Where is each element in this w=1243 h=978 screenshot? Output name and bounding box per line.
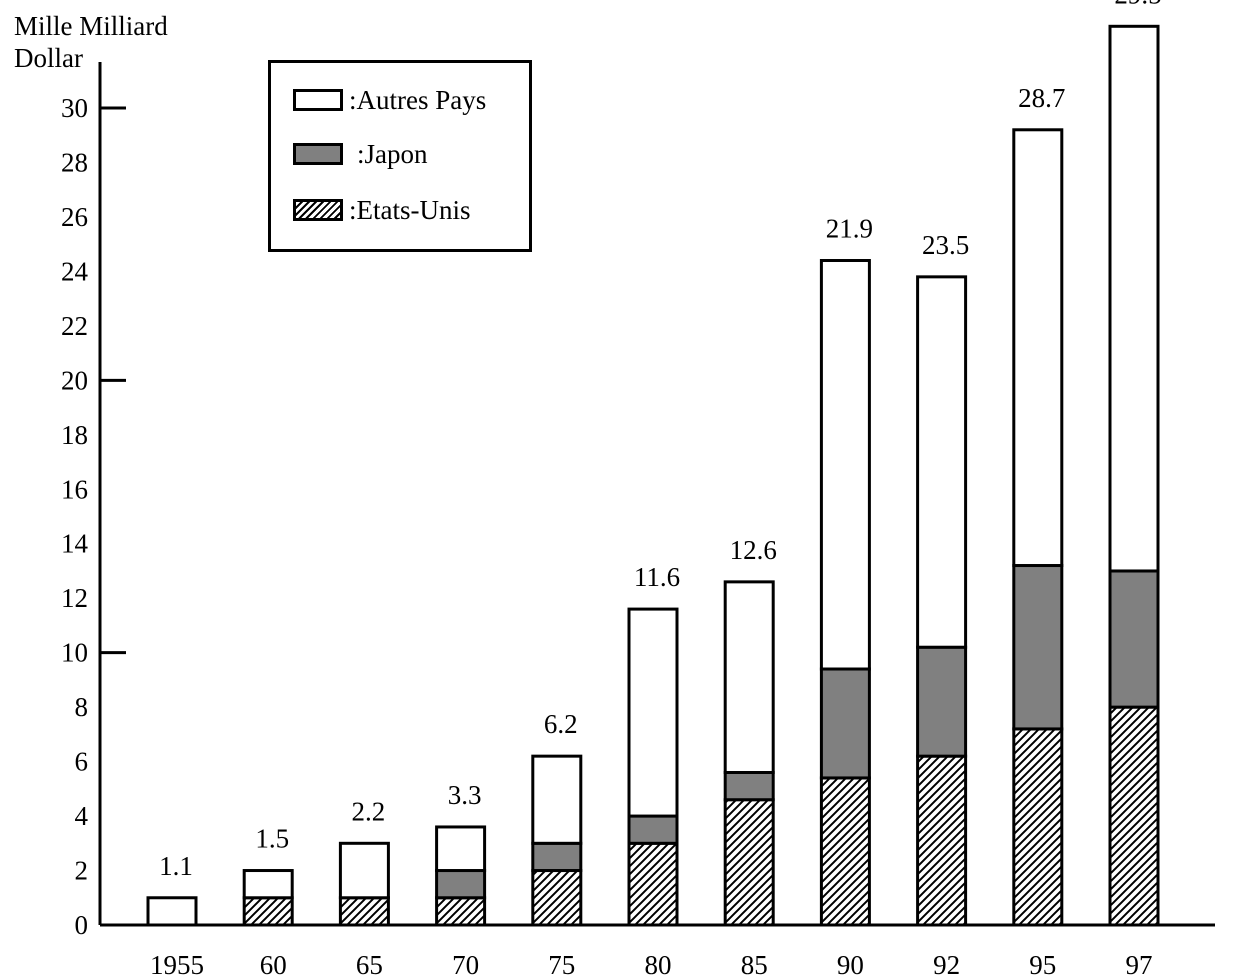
bar-segment-japon (435, 869, 487, 900)
bar-total-label: 2.2 (352, 796, 386, 826)
bar-total-label: 1.1 (159, 851, 193, 881)
y-tick-label: 6 (75, 747, 89, 777)
y-tick-label: 30 (61, 93, 88, 123)
y-tick-label: 16 (61, 474, 88, 504)
x-tick-label: 92 (933, 950, 960, 978)
legend-label-japon: :Japon (357, 138, 428, 169)
x-tick-label: 60 (260, 950, 287, 978)
x-tick-label: 80 (645, 950, 672, 978)
bar-segment-autres-pays (1012, 128, 1064, 568)
bar-total-label: 12.6 (730, 535, 777, 565)
y-tick-label: 4 (75, 801, 89, 831)
bar-segment-etats-unis (435, 896, 487, 927)
bar-segment-autres-pays (627, 607, 679, 818)
bar-segment-autres-pays (1108, 24, 1160, 573)
legend-label-etats-unis: :Etats-Unis (349, 194, 471, 225)
x-tick-label: 95 (1029, 950, 1056, 978)
bar-segment-etats-unis (627, 841, 679, 927)
bar-segment-etats-unis (819, 776, 871, 927)
bar-total-label: 23.5 (922, 230, 969, 260)
bar-segment-autres-pays (435, 825, 487, 873)
bar-segment-japon (819, 667, 871, 780)
bar-segment-autres-pays (531, 754, 583, 845)
bar-segment-japon (627, 814, 679, 845)
bar-segment-etats-unis (916, 754, 968, 927)
bar-segment-autres-pays (338, 841, 390, 900)
legend-swatch-japon (293, 143, 343, 165)
bar-segment-japon (531, 841, 583, 873)
y-tick-label: 18 (61, 420, 88, 450)
y-axis-title-line-2: Dollar (14, 43, 83, 73)
bar-segment-japon (1012, 564, 1064, 731)
y-axis-title: Mille Milliard Dollar (14, 10, 168, 74)
y-tick-label: 22 (61, 311, 88, 341)
x-tick-label: 90 (837, 950, 864, 978)
legend-item-japon: :Japon (293, 139, 428, 169)
bar-total-label: 21.9 (826, 214, 873, 244)
bar-total-label: 6.2 (544, 709, 578, 739)
bar-segment-etats-unis (531, 869, 583, 927)
bar-segment-etats-unis (242, 896, 294, 927)
y-tick-label: 28 (61, 147, 88, 177)
y-tick-label: 20 (61, 365, 88, 395)
legend-label-autres-pays: :Autres Pays (349, 84, 487, 115)
bar-total-label: 28.7 (1018, 83, 1065, 113)
bar-segment-etats-unis (723, 798, 775, 927)
bar-segment-etats-unis (338, 896, 390, 927)
x-tick-label: 85 (741, 950, 768, 978)
bar-total-label: 1.5 (255, 824, 289, 854)
bar-segment-autres-pays (723, 580, 775, 774)
y-tick-label: 0 (75, 910, 89, 940)
legend-item-etats-unis: :Etats-Unis (293, 195, 471, 225)
bar-segment-japon (723, 770, 775, 802)
legend-swatch-etats-unis (293, 199, 343, 221)
bar-segment-japon (916, 645, 968, 758)
y-tick-label: 12 (61, 583, 88, 613)
bar-total-label: 3.3 (448, 780, 482, 810)
legend-swatch-autres-pays (293, 89, 343, 111)
y-tick-label: 24 (61, 256, 89, 286)
bar-segment-etats-unis (1108, 705, 1160, 927)
x-tick-label: 65 (356, 950, 383, 978)
y-tick-label: 10 (61, 638, 88, 668)
legend-item-autres-pays: :Autres Pays (293, 85, 486, 115)
bar-segment-autres-pays (819, 259, 871, 671)
bar-segment-autres-pays (916, 275, 968, 649)
y-tick-label: 2 (75, 856, 89, 886)
y-tick-label: 14 (61, 529, 89, 559)
bar-total-label: 29.5 (1114, 0, 1161, 9)
x-tick-label: 75 (548, 950, 575, 978)
legend: :Autres Pays :Japon :Etats-Unis (268, 60, 532, 252)
bar-segment-etats-unis (1012, 727, 1064, 927)
y-tick-label: 8 (75, 692, 89, 722)
x-tick-label: 1955 (150, 950, 204, 978)
x-tick-label: 70 (452, 950, 479, 978)
bar-segment-autres-pays (146, 896, 198, 927)
x-tick-label: 97 (1126, 950, 1153, 978)
y-tick-label: 26 (61, 202, 88, 232)
y-axis-title-line-1: Mille Milliard (14, 11, 168, 41)
bar-total-label: 11.6 (634, 562, 680, 592)
bar-segment-japon (1108, 569, 1160, 709)
bar-segment-autres-pays (242, 869, 294, 900)
